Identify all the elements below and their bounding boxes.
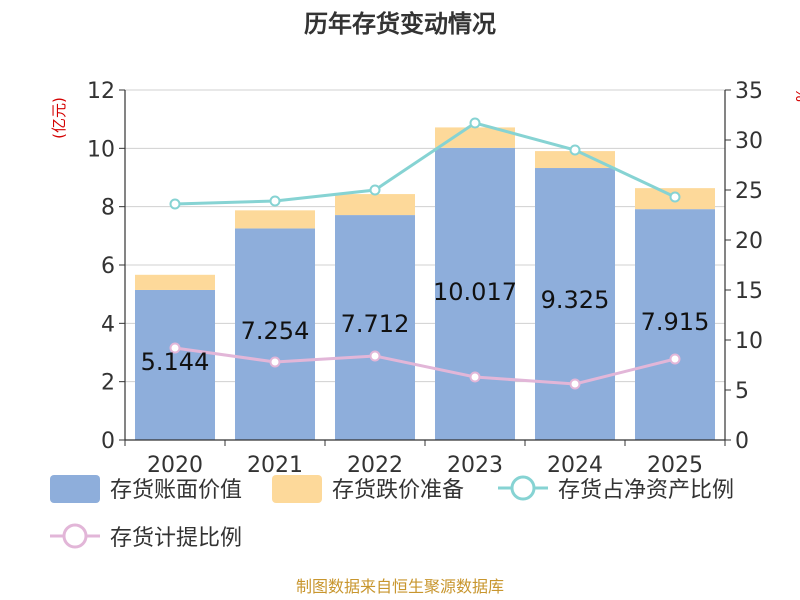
x-tick-label-2024: 2024 (547, 453, 603, 478)
legend-marker-net-asset-ratio (510, 475, 536, 501)
data-label-2023: 10.017 (433, 278, 517, 306)
bar-book-value-2024 (535, 168, 615, 441)
line-provision-ratio (174, 346, 676, 386)
bar-book-value-2025 (635, 209, 715, 440)
y-left-tick-label: 2 (101, 371, 115, 396)
bar-book-value-2023 (435, 147, 515, 440)
data-label-2024: 9.325 (541, 286, 610, 314)
x-tick-label-2020: 2020 (147, 453, 203, 478)
legend-marker-provision-ratio (62, 523, 88, 549)
point-provision-ratio-2020 (169, 342, 181, 354)
y-left-tick-label: 0 (101, 429, 115, 454)
legend-label-provision-ratio: 存货计提比例 (110, 526, 242, 551)
x-tick-label-2022: 2022 (347, 453, 403, 478)
point-provision-ratio-2024 (569, 378, 581, 390)
x-tick-label-2023: 2023 (447, 453, 503, 478)
bar-impairment-2024 (535, 151, 615, 169)
bar-impairment-2020 (135, 274, 215, 290)
y-right-tick-label: 0 (735, 429, 749, 454)
point-provision-ratio-2025 (669, 353, 681, 365)
point-provision-ratio-2022 (369, 350, 381, 362)
y-left-tick-label: 4 (101, 312, 115, 337)
y-right-tick-label: 30 (735, 129, 763, 154)
y-left-tick-label: 6 (101, 254, 115, 279)
data-label-2025: 7.915 (641, 308, 710, 336)
data-label-2020: 5.144 (141, 348, 210, 376)
point-net-asset-ratio-2023 (469, 117, 481, 129)
legend-label-impairment: 存货跌价准备 (332, 478, 464, 503)
legend-label-book-value: 存货账面价值 (110, 478, 242, 503)
bar-impairment-2021 (235, 210, 315, 229)
y-right-tick-label: 10 (735, 329, 763, 354)
y-right-axis-label: % (792, 88, 800, 102)
legend-label-net-asset-ratio: 存货占净资产比例 (558, 478, 734, 503)
bar-book-value-2021 (235, 228, 315, 440)
point-provision-ratio-2021 (269, 356, 281, 368)
point-net-asset-ratio-2022 (369, 184, 381, 196)
x-tick-label-2025: 2025 (647, 453, 703, 478)
y-right-tick-label: 35 (735, 79, 763, 104)
y-right-tick-label: 20 (735, 229, 763, 254)
legend-swatch-book-value (50, 475, 100, 503)
data-label-2021: 7.254 (241, 317, 310, 345)
y-right-tick-label: 5 (735, 379, 749, 404)
bar-impairment-2022 (335, 194, 415, 216)
bar-impairment-2023 (435, 127, 515, 148)
point-net-asset-ratio-2025 (669, 191, 681, 203)
data-label-2022: 7.712 (341, 310, 410, 338)
y-left-tick-label: 10 (87, 137, 115, 162)
y-left-tick-label: 8 (101, 196, 115, 221)
point-net-asset-ratio-2020 (169, 198, 181, 210)
chart-title: 历年存货变动情况 (304, 10, 496, 38)
bar-book-value-2022 (335, 215, 415, 440)
x-tick-label-2021: 2021 (247, 453, 303, 478)
y-right-tick-label: 25 (735, 179, 763, 204)
y-left-axis-label: (亿元) (50, 97, 68, 139)
bar-book-value-2020 (135, 289, 215, 440)
y-left-tick-label: 12 (87, 79, 115, 104)
y-right-tick-label: 15 (735, 279, 763, 304)
legend-swatch-impairment (272, 475, 322, 503)
source-note: 制图数据来自恒生聚源数据库 (296, 577, 504, 596)
point-net-asset-ratio-2024 (569, 144, 581, 156)
line-inventory-net-asset-ratio (174, 121, 676, 206)
point-net-asset-ratio-2021 (269, 195, 281, 207)
point-provision-ratio-2023 (469, 371, 481, 383)
